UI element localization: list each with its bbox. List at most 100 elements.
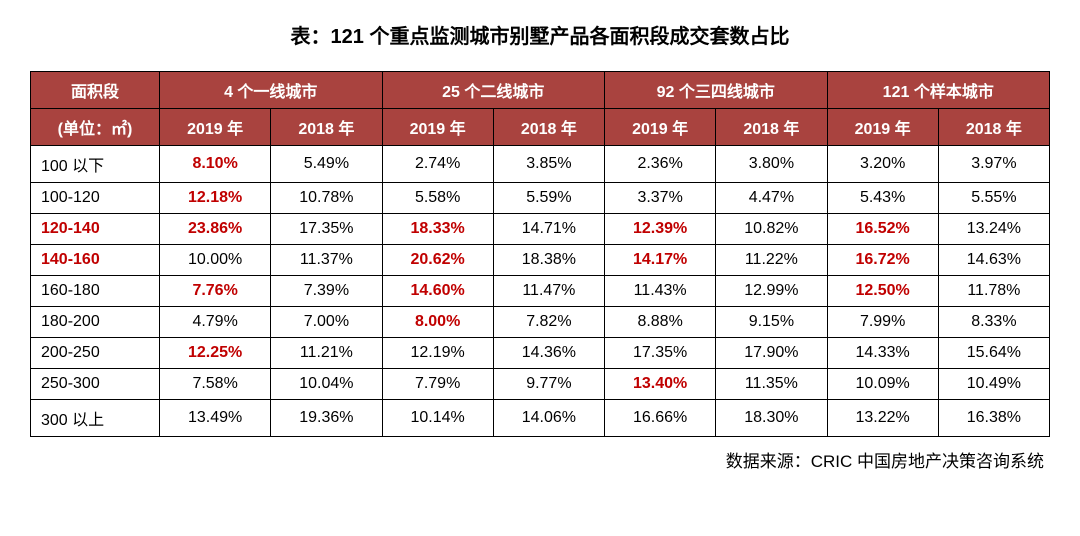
area-cell: 300 以上 <box>31 400 160 437</box>
value-cell: 14.63% <box>938 245 1049 276</box>
value-cell: 13.22% <box>827 400 938 437</box>
value-cell: 4.47% <box>716 183 827 214</box>
value-cell: 11.21% <box>271 338 382 369</box>
value-cell: 11.37% <box>271 245 382 276</box>
value-cell: 8.10% <box>160 146 271 183</box>
col-area-header: 面积段 <box>31 72 160 109</box>
value-cell: 17.35% <box>271 214 382 245</box>
col-year: 2018 年 <box>938 109 1049 146</box>
table-head: 面积段 4 个一线城市 25 个二线城市 92 个三四线城市 121 个样本城市… <box>31 72 1050 146</box>
value-cell: 12.18% <box>160 183 271 214</box>
table-row: 250-3007.58%10.04%7.79%9.77%13.40%11.35%… <box>31 369 1050 400</box>
value-cell: 7.39% <box>271 276 382 307</box>
value-cell: 8.33% <box>938 307 1049 338</box>
value-cell: 14.33% <box>827 338 938 369</box>
value-cell: 11.43% <box>605 276 716 307</box>
col-year: 2018 年 <box>271 109 382 146</box>
col-unit-header: (单位：㎡) <box>31 109 160 146</box>
area-cell: 160-180 <box>31 276 160 307</box>
value-cell: 5.58% <box>382 183 493 214</box>
value-cell: 11.35% <box>716 369 827 400</box>
value-cell: 7.76% <box>160 276 271 307</box>
table-row: 160-1807.76%7.39%14.60%11.47%11.43%12.99… <box>31 276 1050 307</box>
value-cell: 2.74% <box>382 146 493 183</box>
value-cell: 3.97% <box>938 146 1049 183</box>
value-cell: 12.50% <box>827 276 938 307</box>
value-cell: 10.09% <box>827 369 938 400</box>
value-cell: 7.82% <box>493 307 604 338</box>
value-cell: 16.52% <box>827 214 938 245</box>
value-cell: 9.77% <box>493 369 604 400</box>
value-cell: 12.19% <box>382 338 493 369</box>
value-cell: 14.36% <box>493 338 604 369</box>
area-cell: 250-300 <box>31 369 160 400</box>
area-cell: 100 以下 <box>31 146 160 183</box>
value-cell: 13.49% <box>160 400 271 437</box>
value-cell: 19.36% <box>271 400 382 437</box>
data-source: 数据来源：CRIC 中国房地产决策咨询系统 <box>30 447 1050 472</box>
value-cell: 10.00% <box>160 245 271 276</box>
col-year: 2019 年 <box>160 109 271 146</box>
col-year: 2018 年 <box>716 109 827 146</box>
value-cell: 10.78% <box>271 183 382 214</box>
col-group-1: 4 个一线城市 <box>160 72 383 109</box>
value-cell: 7.99% <box>827 307 938 338</box>
table-body: 100 以下8.10%5.49%2.74%3.85%2.36%3.80%3.20… <box>31 146 1050 437</box>
col-year: 2019 年 <box>605 109 716 146</box>
value-cell: 2.36% <box>605 146 716 183</box>
value-cell: 16.66% <box>605 400 716 437</box>
area-cell: 100-120 <box>31 183 160 214</box>
value-cell: 10.04% <box>271 369 382 400</box>
table-row: 120-14023.86%17.35%18.33%14.71%12.39%10.… <box>31 214 1050 245</box>
area-cell: 180-200 <box>31 307 160 338</box>
value-cell: 4.79% <box>160 307 271 338</box>
value-cell: 14.06% <box>493 400 604 437</box>
value-cell: 3.80% <box>716 146 827 183</box>
col-year: 2019 年 <box>827 109 938 146</box>
table-row: 200-25012.25%11.21%12.19%14.36%17.35%17.… <box>31 338 1050 369</box>
value-cell: 12.99% <box>716 276 827 307</box>
value-cell: 16.38% <box>938 400 1049 437</box>
value-cell: 13.24% <box>938 214 1049 245</box>
table-row: 100-12012.18%10.78%5.58%5.59%3.37%4.47%5… <box>31 183 1050 214</box>
value-cell: 5.49% <box>271 146 382 183</box>
value-cell: 8.00% <box>382 307 493 338</box>
value-cell: 7.58% <box>160 369 271 400</box>
table-row: 100 以下8.10%5.49%2.74%3.85%2.36%3.80%3.20… <box>31 146 1050 183</box>
table-title: 表：121 个重点监测城市别墅产品各面积段成交套数占比 <box>30 20 1050 49</box>
table-row: 180-2004.79%7.00%8.00%7.82%8.88%9.15%7.9… <box>31 307 1050 338</box>
col-year: 2018 年 <box>493 109 604 146</box>
value-cell: 12.25% <box>160 338 271 369</box>
area-cell: 120-140 <box>31 214 160 245</box>
value-cell: 3.85% <box>493 146 604 183</box>
value-cell: 17.35% <box>605 338 716 369</box>
table-row: 300 以上13.49%19.36%10.14%14.06%16.66%18.3… <box>31 400 1050 437</box>
value-cell: 11.78% <box>938 276 1049 307</box>
value-cell: 5.59% <box>493 183 604 214</box>
value-cell: 7.79% <box>382 369 493 400</box>
value-cell: 10.49% <box>938 369 1049 400</box>
col-group-4: 121 个样本城市 <box>827 72 1050 109</box>
value-cell: 13.40% <box>605 369 716 400</box>
value-cell: 16.72% <box>827 245 938 276</box>
value-cell: 15.64% <box>938 338 1049 369</box>
value-cell: 9.15% <box>716 307 827 338</box>
area-cell: 200-250 <box>31 338 160 369</box>
area-cell: 140-160 <box>31 245 160 276</box>
col-group-3: 92 个三四线城市 <box>605 72 828 109</box>
value-cell: 18.30% <box>716 400 827 437</box>
value-cell: 8.88% <box>605 307 716 338</box>
value-cell: 11.22% <box>716 245 827 276</box>
value-cell: 3.20% <box>827 146 938 183</box>
data-table: 面积段 4 个一线城市 25 个二线城市 92 个三四线城市 121 个样本城市… <box>30 71 1050 437</box>
value-cell: 3.37% <box>605 183 716 214</box>
value-cell: 5.43% <box>827 183 938 214</box>
value-cell: 14.60% <box>382 276 493 307</box>
value-cell: 18.38% <box>493 245 604 276</box>
value-cell: 14.17% <box>605 245 716 276</box>
col-year: 2019 年 <box>382 109 493 146</box>
value-cell: 11.47% <box>493 276 604 307</box>
value-cell: 10.14% <box>382 400 493 437</box>
col-group-2: 25 个二线城市 <box>382 72 605 109</box>
value-cell: 7.00% <box>271 307 382 338</box>
